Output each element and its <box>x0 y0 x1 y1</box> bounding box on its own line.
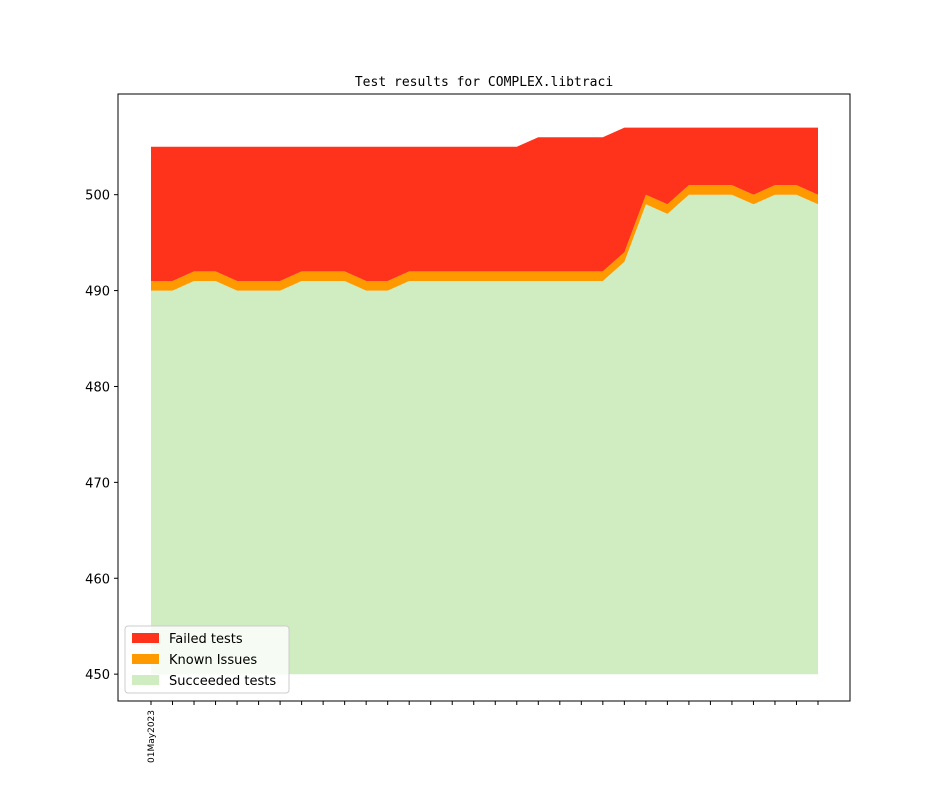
area-succeeded-tests <box>151 194 818 675</box>
area-known-issues <box>151 185 818 291</box>
area-failed-tests <box>151 127 818 281</box>
plot-areas <box>151 127 818 675</box>
y-axis: 450 460 470 480 490 500 <box>85 189 118 683</box>
legend: Failed tests Known Issues Succeeded tests <box>124 625 290 694</box>
x-tick-label: 01May2023 <box>147 710 157 763</box>
legend-label: Failed tests <box>169 632 243 647</box>
y-tick-label: 450 <box>85 668 110 683</box>
chart-title: Test results for COMPLEX.libtraci <box>355 75 613 90</box>
y-tick-label: 460 <box>85 572 110 587</box>
y-tick-label: 480 <box>85 380 110 395</box>
x-axis: 01May2023 <box>147 701 819 763</box>
y-tick-label: 500 <box>85 189 110 204</box>
legend-label: Known Issues <box>169 653 257 668</box>
legend-swatch <box>132 675 159 685</box>
y-tick-label: 490 <box>85 285 110 300</box>
legend-label: Succeeded tests <box>169 674 276 689</box>
legend-swatch <box>132 633 159 643</box>
legend-swatch <box>132 654 159 664</box>
legend-box <box>124 625 290 694</box>
y-tick-label: 470 <box>85 476 110 491</box>
plot-frame <box>117 93 851 702</box>
